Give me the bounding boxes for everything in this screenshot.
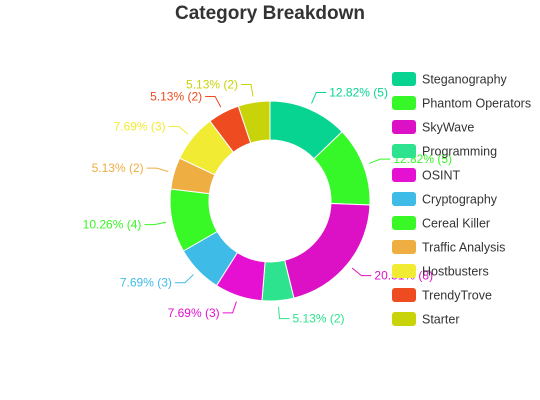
- legend-item-starter[interactable]: Starter: [392, 312, 460, 327]
- leader-line-cereal-killer: [144, 221, 167, 226]
- data-label-steganography: 12.82% (5): [329, 85, 388, 99]
- data-label-cryptography: 7.69% (3): [120, 276, 172, 290]
- data-label-hostbusters: 7.69% (3): [114, 119, 166, 133]
- legend-item-hostbusters[interactable]: Hostbusters: [392, 264, 489, 279]
- legend-label-skywave: SkyWave: [422, 121, 474, 135]
- legend-label-cryptography: Cryptography: [422, 193, 498, 207]
- legend-label-trendytrove: TrendyTrove: [422, 289, 492, 303]
- leader-line-programming: [278, 306, 290, 320]
- legend-swatch-cryptography: [392, 192, 416, 206]
- legend-swatch-trendytrove: [392, 288, 416, 302]
- legend-item-steganography[interactable]: Steganography: [392, 72, 508, 87]
- data-label-starter: 5.13% (2): [186, 78, 238, 92]
- donut-slices: [169, 100, 371, 302]
- legend-label-starter: Starter: [422, 313, 460, 327]
- leader-line-steganography: [311, 91, 327, 104]
- legend-label-traffic-analysis: Traffic Analysis: [422, 241, 505, 255]
- leader-line-traffic-analysis: [146, 167, 169, 172]
- legend-swatch-osint: [392, 168, 416, 182]
- legend-label-cereal-killer: Cereal Killer: [422, 217, 490, 231]
- legend-swatch-traffic-analysis: [392, 240, 416, 254]
- legend-swatch-skywave: [392, 120, 416, 134]
- legend-item-trendytrove[interactable]: TrendyTrove: [392, 288, 492, 303]
- legend-swatch-programming: [392, 144, 416, 158]
- legend-item-cryptography[interactable]: Cryptography: [392, 192, 498, 207]
- legend-item-cereal-killer[interactable]: Cereal Killer: [392, 216, 490, 231]
- legend-swatch-starter: [392, 312, 416, 326]
- legend-swatch-hostbusters: [392, 264, 416, 278]
- legend-swatch-cereal-killer: [392, 216, 416, 230]
- chart-legend: Steganography Phantom Operators SkyWave Pro…: [392, 72, 531, 327]
- legend-label-phantom-operators: Phantom Operators: [422, 97, 531, 111]
- leader-line-osint: [222, 301, 237, 314]
- legend-item-osint[interactable]: OSINT: [392, 168, 461, 183]
- slice-skywave[interactable]: [283, 202, 371, 299]
- leader-line-trendytrove: [205, 96, 222, 108]
- legend-label-steganography: Steganography: [422, 73, 508, 87]
- legend-item-traffic-analysis[interactable]: Traffic Analysis: [392, 240, 505, 255]
- legend-swatch-phantom-operators: [392, 96, 416, 110]
- data-label-osint: 7.69% (3): [168, 306, 220, 320]
- legend-item-programming[interactable]: Programming: [392, 144, 497, 159]
- legend-item-phantom-operators[interactable]: Phantom Operators: [392, 96, 531, 111]
- legend-swatch-steganography: [392, 72, 416, 86]
- legend-label-hostbusters: Hostbusters: [422, 265, 489, 279]
- data-label-cereal-killer: 10.26% (4): [83, 218, 142, 232]
- leader-line-starter: [241, 84, 254, 97]
- chart-title: Category Breakdown: [175, 3, 365, 24]
- legend-label-osint: OSINT: [422, 169, 461, 183]
- leader-line-cryptography: [174, 274, 194, 284]
- legend-label-programming: Programming: [422, 145, 497, 159]
- leader-line-hostbusters: [168, 125, 189, 135]
- data-label-programming: 5.13% (2): [292, 312, 344, 326]
- leader-line-phantom-operators: [368, 158, 391, 164]
- data-label-trendytrove: 5.13% (2): [150, 90, 202, 104]
- slice-starter[interactable]: [237, 100, 271, 144]
- data-label-traffic-analysis: 5.13% (2): [92, 161, 144, 175]
- legend-item-skywave[interactable]: SkyWave: [392, 120, 474, 135]
- leader-line-skywave: [351, 267, 372, 277]
